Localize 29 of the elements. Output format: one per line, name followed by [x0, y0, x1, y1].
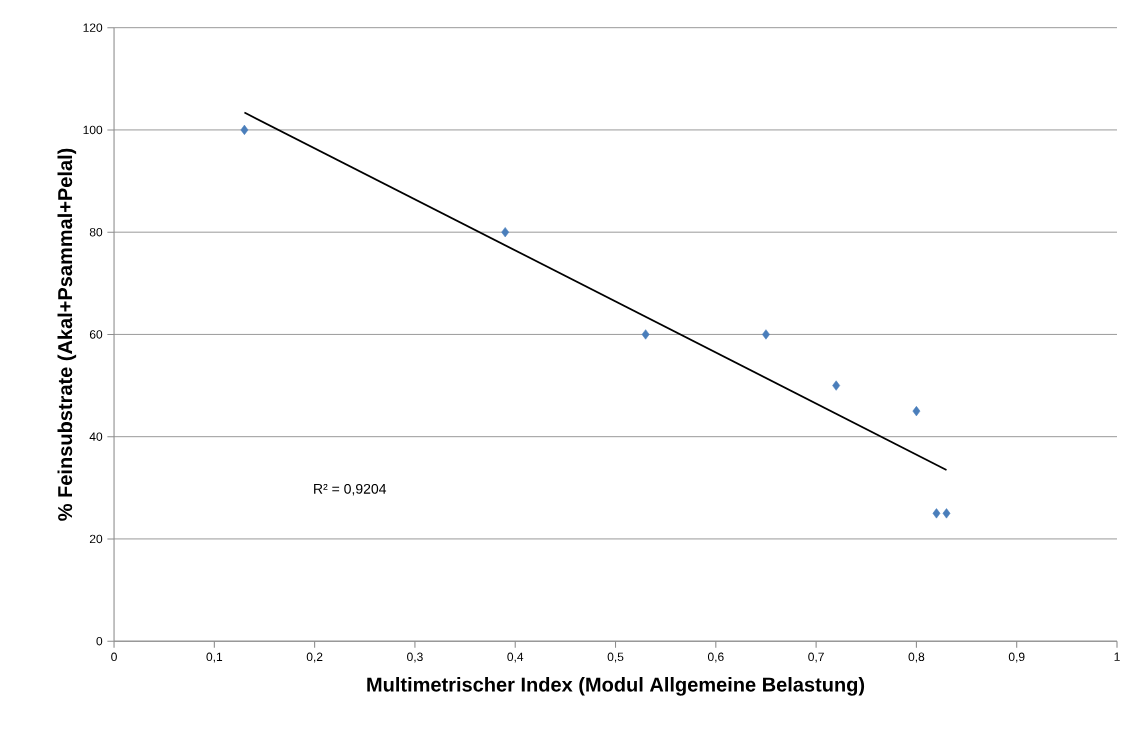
y-tick-label: 20: [89, 534, 103, 544]
point: [912, 406, 921, 417]
point: [932, 508, 941, 519]
y-tick-label: 80: [89, 228, 103, 237]
point: [942, 508, 951, 519]
y-tick-label: 0: [96, 637, 103, 646]
x-tick-label: 0,8: [908, 652, 925, 663]
y-tick-label: 100: [83, 125, 103, 135]
x-tick-label: 0,6: [707, 652, 724, 663]
point: [240, 125, 249, 136]
x-axis-title: Multimetrischer Index (Modul Allgemeine Belastung): [367, 677, 865, 696]
y-axis-title: % Feinsubstrate (Akal+Psammal+Pelal): [57, 148, 77, 521]
y-tick-label: 40: [89, 432, 103, 442]
point: [641, 329, 650, 340]
x-tick-label: 0,3: [407, 652, 423, 663]
x-tick-label: 1: [1114, 652, 1120, 662]
y-tick-label: 60: [89, 330, 103, 339]
point: [762, 329, 770, 340]
x-tick-label: 0,2: [306, 652, 323, 663]
annotation: R² = 0,9204: [314, 484, 387, 496]
point: [832, 380, 841, 391]
x-tick-label: 0: [111, 652, 117, 662]
x-tick-label: 0,7: [808, 652, 824, 663]
x-tick-label: 0,9: [1008, 652, 1025, 663]
x-tick-label: 0,5: [607, 652, 624, 663]
x-tick-label: 0,1: [206, 652, 223, 663]
x-tick-label: 0,4: [507, 652, 524, 663]
point: [501, 227, 510, 238]
y-tick-label: 120: [83, 23, 103, 33]
